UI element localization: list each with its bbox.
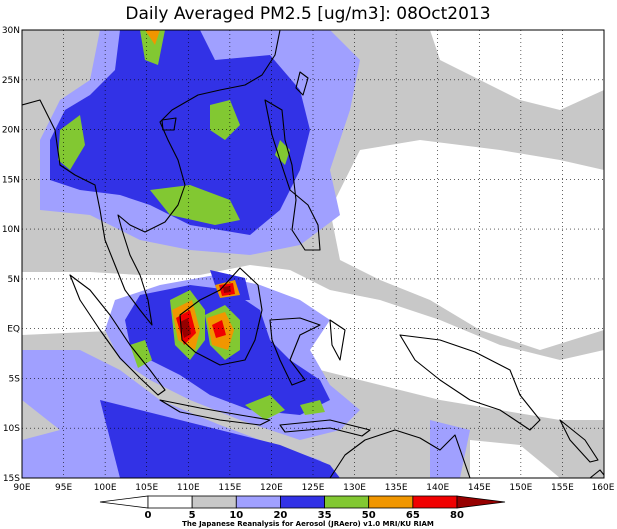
coastline-hainan [161,117,177,131]
colorbar-swatch [280,495,325,509]
lon-tick-label: 100E [94,483,117,493]
lon-tick-label: 150E [509,483,532,493]
colorbar-level-label: 35 [318,510,332,521]
coastline-philippines [264,99,321,251]
colorbar-swatch [412,495,458,509]
colorbar-swatch [191,495,237,509]
lat-tick-label: 10N [2,225,20,235]
lat-lon-grid [22,30,604,478]
colorbar-swatch [324,495,370,509]
lon-tick-label: 125E [302,483,325,493]
lon-tick-label: 105E [135,483,158,493]
coastline-australia [329,429,471,478]
pm25-band-0-10 [22,30,604,478]
lat-tick-label: 15N [2,175,20,185]
lon-tick-label: 110E [177,483,200,493]
lon-tick-label: 120E [260,483,283,493]
colorbar-level-label: 5 [189,510,196,521]
lat-tick-label: 15S [3,474,20,484]
lat-tick-label: 5N [8,275,20,285]
lat-tick-label: EQ [7,325,20,335]
lat-tick-label: 25N [2,76,20,86]
colorbar-swatch [368,495,414,509]
colorbar-under-triangle [99,495,149,509]
coastline-sumatra [69,274,166,396]
colorbar: 0 5 10 20 35 50 65 80 [99,495,506,521]
longitude-labels: 90E 95E 100E 105E 110E 115E 120E 125E 130E 135E 14… [13,483,614,493]
lon-tick-label: 140E [426,483,449,493]
lat-tick-label: 10S [3,424,20,434]
plot-frame [21,29,605,479]
coastline-borneo [179,267,263,366]
colorbar-swatch [235,495,281,509]
coastline-new-guinea [399,334,541,431]
colorbar-level-label: 0 [145,510,152,521]
lon-tick-label: 135E [385,483,408,493]
coastline-lesser-sunda [279,419,371,437]
lat-tick-label: 30N [2,26,20,36]
lon-tick-label: 90E [13,483,30,493]
plot-area [22,30,604,478]
lat-tick-label: 5S [9,374,21,384]
colorbar-swatch [147,495,193,509]
coastline-sulawesi [269,317,321,386]
coastline-taiwan [295,71,309,96]
lon-tick-label: 160E [592,483,615,493]
coastline-new-caledonia [589,469,604,478]
coastlines [22,30,604,478]
lon-tick-label: 145E [468,483,491,493]
lon-tick-label: 130E [343,483,366,493]
data-credit: The Japanese Reanalysis for Aerosol (JRA… [182,520,434,528]
colorbar-level-label: 80 [450,510,464,521]
coastline-maluku [329,319,346,361]
lon-tick-label: 95E [55,483,72,493]
coastline-java [159,399,271,426]
lat-tick-label: 20N [2,126,20,136]
colorbar-over-triangle [456,495,506,509]
lon-tick-label: 115E [218,483,241,493]
colorbar-level-label: 50 [362,510,376,521]
map-title: Daily Averaged PM2.5 [ug/m3]: 08Oct2013 [125,4,490,24]
coastline-indochina [22,30,281,326]
colorbar-level-label: 10 [229,510,243,521]
lon-tick-label: 155E [551,483,574,493]
latitude-labels: 30N 25N 20N 15N 10N 5N EQ 5S 10S 15S [2,26,20,484]
colorbar-level-label: 20 [273,510,287,521]
coastline-solomon [559,419,599,463]
colorbar-level-label: 65 [406,510,420,521]
